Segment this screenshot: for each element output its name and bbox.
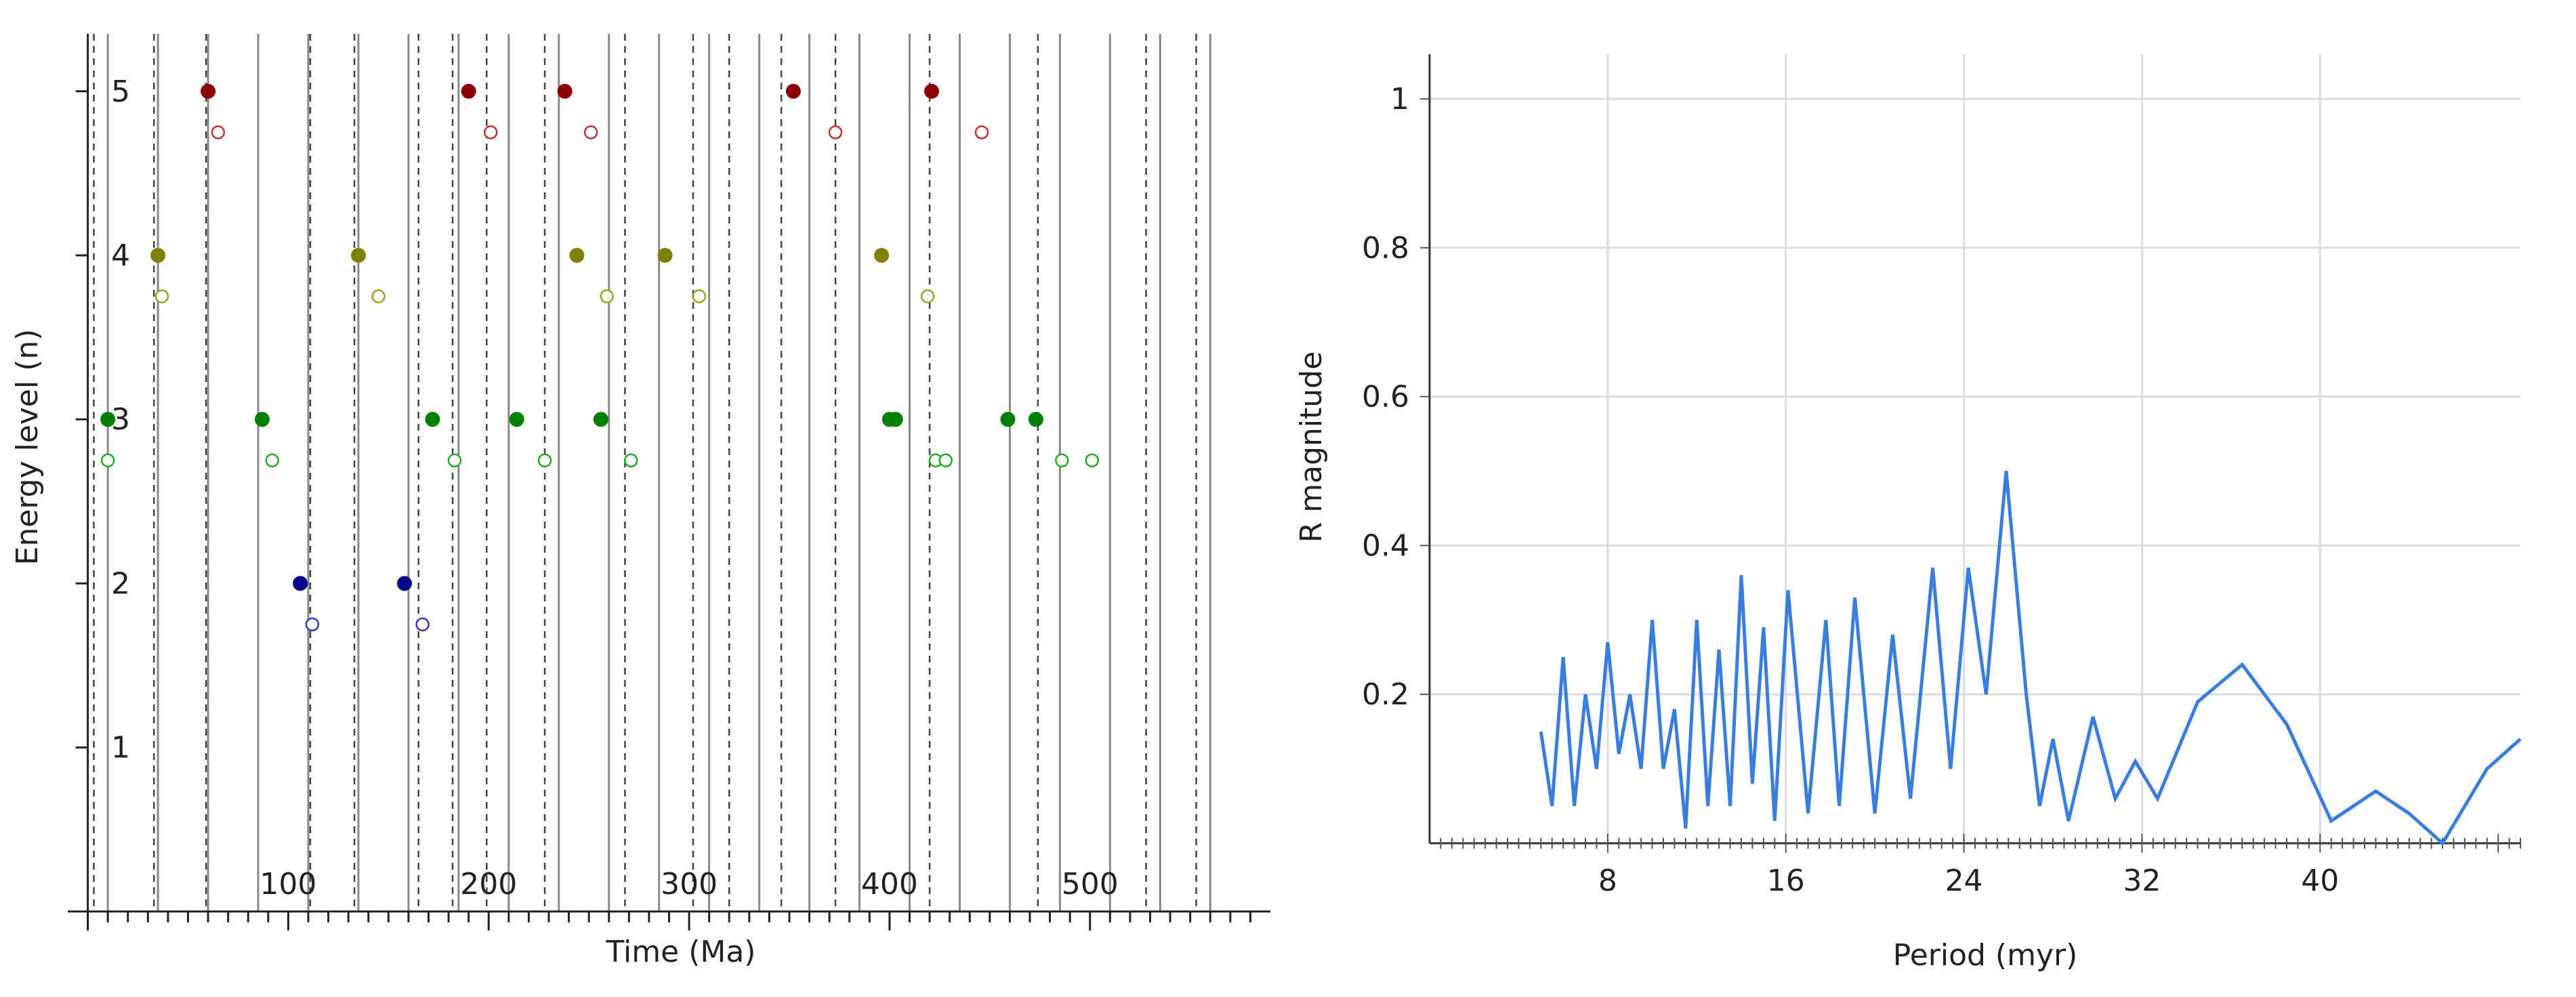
chart1-vertical-lines: [93, 34, 1211, 912]
chart1-y-tick-label: 4: [111, 238, 130, 273]
chart2-y-tick-label: 0.6: [1362, 380, 1409, 415]
chart1-y-tick-label: 2: [111, 566, 130, 601]
chart2-y-tick-label: 0.8: [1362, 231, 1409, 266]
chart1-x-ticks: 100 200 300 400 500: [87, 867, 1251, 931]
chart1-open-point: [583, 125, 598, 140]
chart1-y-tick-label: 1: [111, 731, 130, 765]
chart1-filled-point: [509, 412, 524, 427]
chart1-open-point: [447, 453, 462, 467]
chart2-x-tick-label: 40: [2301, 864, 2339, 898]
chart1-open-point: [624, 453, 638, 467]
chart1-open-point: [828, 125, 843, 140]
chart1-filled-point: [1028, 412, 1043, 427]
chart1-filled-point: [557, 83, 573, 99]
chart2-x-tick-label: 8: [1598, 864, 1617, 898]
chart1-filled-point: [100, 412, 116, 427]
chart1-x-tick-label: 300: [661, 867, 718, 901]
chart1-filled-point: [1000, 412, 1016, 427]
chart1-open-point: [537, 453, 552, 467]
chart2-x-tick-label: 24: [1945, 864, 1983, 898]
chart1-plot-background: [68, 34, 1270, 928]
chart2-y-tick-label: 0.2: [1362, 677, 1409, 712]
chart1-open-point: [100, 453, 115, 467]
chart1-x-tick-label: 100: [259, 867, 316, 901]
chart1-filled-point: [785, 83, 801, 99]
chart2-x-axis-title: Period (myr): [1893, 938, 2078, 973]
chart1-filled-point: [201, 83, 216, 99]
chart2-x-tick-label: 16: [1767, 864, 1805, 898]
chart1-x-tick-label: 200: [460, 867, 517, 901]
chart2-axes: [1428, 54, 2520, 845]
chart2-y-axis-title: R magnitude: [1294, 352, 1329, 543]
chart1-filled-point: [293, 576, 308, 591]
chart1-filled-point: [461, 83, 476, 99]
chart1-filled-point: [874, 247, 890, 263]
chart1-open-point: [920, 289, 935, 303]
chart1-open-point: [938, 453, 953, 467]
chart1-open-point: [211, 125, 226, 140]
r-magnitude-chart: 8 16 24 32 40 0.2 0.4 0.6 0.8 1 Period (myr) R m…: [1294, 54, 2522, 973]
chart2-x-tick-label: 32: [2123, 864, 2161, 898]
chart1-points: [100, 83, 1099, 632]
chart1-open-point: [483, 125, 498, 140]
chart1-filled-point: [657, 247, 673, 263]
chart1-y-axis-title: Energy level (n): [10, 329, 45, 566]
chart1-x-tick-label: 400: [861, 867, 918, 901]
chart1-open-point: [974, 125, 989, 140]
chart1-open-point: [371, 289, 386, 303]
chart2-grid: [1430, 54, 2520, 843]
chart1-open-point: [305, 617, 320, 632]
chart1-open-point: [154, 289, 169, 303]
chart1-filled-point: [924, 83, 940, 99]
chart1-open-point: [1055, 453, 1069, 467]
chart2-x-ticks: 8 16 24 32 40: [1440, 834, 2521, 898]
chart2-y-ticks: 0.2 0.4 0.6 0.8 1: [1362, 82, 1430, 712]
chart1-filled-point: [593, 412, 608, 427]
chart1-filled-point: [150, 247, 166, 263]
chart1-open-point: [265, 453, 279, 467]
chart2-y-tick-label: 1: [1390, 82, 1409, 116]
chart1-y-tick-label: 5: [111, 75, 130, 109]
chart1-open-point: [692, 289, 707, 303]
chart1-filled-point: [397, 576, 412, 591]
chart1-filled-point: [888, 412, 903, 427]
chart1-x-tick-label: 500: [1062, 867, 1119, 901]
chart1-filled-point: [254, 412, 270, 427]
chart2-series-line: [1539, 471, 2522, 846]
chart1-open-point: [1085, 453, 1099, 467]
chart1-open-point: [600, 289, 615, 303]
chart1-filled-point: [569, 247, 585, 263]
chart1-filled-point: [425, 412, 440, 427]
chart2-y-tick-label: 0.4: [1362, 528, 1409, 563]
chart1-open-point: [415, 617, 430, 632]
chart1-x-axis-title: Time (Ma): [606, 935, 756, 969]
chart1-filled-point: [350, 247, 366, 263]
